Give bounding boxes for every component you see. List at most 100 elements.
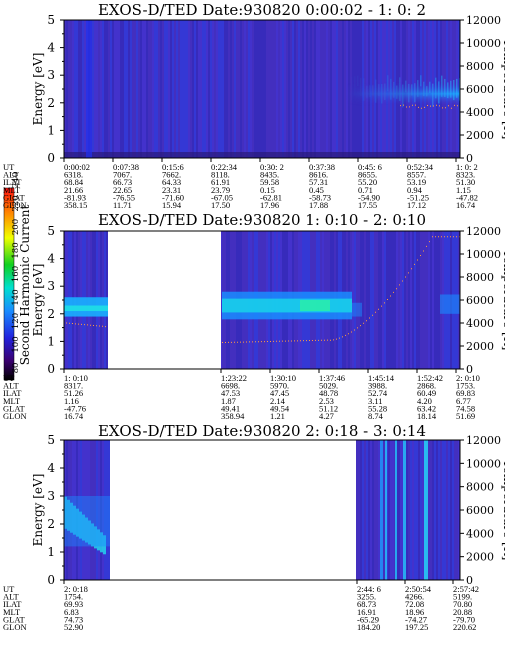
ephemeris-value: 4.27	[319, 411, 334, 421]
ephemeris-value: 57.31	[309, 177, 328, 187]
ephemeris-value: 0:22:34	[211, 162, 238, 172]
ephemeris-value: 0.15	[260, 185, 275, 195]
energy-axis-label: Energy [eV]	[31, 53, 45, 126]
ephemeris-value: 18.96	[405, 607, 424, 617]
ephemeris-value: 6.77	[456, 396, 471, 406]
colorbar-tick-label: 240	[11, 172, 21, 188]
ephemeris-value: -54.90	[358, 192, 380, 202]
ephemeris-value: -67.05	[211, 192, 233, 202]
ephemeris-value: 2: 0:18	[64, 584, 88, 594]
temperature-tick-label: 6000	[466, 294, 494, 307]
ephemeris-value: 6.83	[64, 607, 79, 617]
ephemeris-value: 20.88	[453, 607, 472, 617]
ephemeris-value: 8118.	[211, 170, 230, 180]
ephemeris-value: 69.83	[456, 388, 475, 398]
ephemeris-value: 2.53	[319, 396, 334, 406]
ephemeris-row-label: GLAT	[3, 614, 26, 624]
ephemeris-row-label: UT	[3, 373, 15, 383]
ephemeris-value: 220.62	[453, 622, 476, 632]
energy-tick-label: 5	[47, 224, 55, 238]
ephemeris-value: 0.71	[358, 185, 373, 195]
ephemeris-value: 21.66	[64, 185, 83, 195]
ephemeris-value: 0.94	[407, 185, 423, 195]
ephemeris-value: 3988.	[368, 381, 387, 391]
ephemeris-row-label: ILAT	[3, 177, 22, 187]
colorbar-tick-label: 160	[11, 266, 21, 282]
ephemeris-value: 55.28	[368, 403, 387, 413]
colorbar-tick-label: 180	[11, 242, 21, 258]
ephemeris-value: 0:52:34	[407, 162, 434, 172]
ephemeris-row-label: ALT	[3, 592, 20, 602]
ephemeris-row-label: GLON	[3, 411, 27, 421]
ephemeris-value: 1:30:10	[270, 373, 296, 383]
ephemeris-value: 1.15	[456, 185, 471, 195]
spectrogram-image	[64, 20, 461, 158]
temperature-tick-label: 4000	[466, 527, 494, 540]
ephemeris-row-label: ALT	[3, 170, 20, 180]
temperature-tick-label: 4000	[466, 317, 494, 330]
ephemeris-value: 2868.	[417, 381, 436, 391]
colorbar-tick-label: 140	[11, 289, 21, 305]
ephemeris-value: 16.91	[357, 607, 376, 617]
ephemeris-value: 8655.	[358, 170, 377, 180]
temperature-tick-label: 10000	[466, 457, 501, 470]
ephemeris-value: 1:23:22	[221, 373, 247, 383]
ephemeris-value: 47.45	[270, 388, 289, 398]
ephemeris-value: 61.91	[211, 177, 230, 187]
temperature-tick-label: 12000	[466, 14, 501, 27]
ephemeris-value: 51.69	[456, 411, 475, 421]
ephemeris-value: 1: 0:10	[64, 373, 88, 383]
ephemeris-value: 0:45: 6	[358, 162, 382, 172]
ephemeris-value: 48.78	[319, 388, 338, 398]
ephemeris-value: 5029.	[319, 381, 338, 391]
ephemeris-value: 0:37:38	[309, 162, 335, 172]
ephemeris-value: -62.81	[260, 192, 282, 202]
ephemeris-value: 69.93	[64, 599, 83, 609]
ephemeris-value: -65.29	[357, 614, 379, 624]
ephemeris-value: 6318.	[64, 170, 83, 180]
energy-tick-label: 1	[47, 123, 55, 137]
temperature-axis-label: Temperature [K]	[501, 250, 505, 351]
ephemeris-value: 3255.	[357, 592, 376, 602]
data-gap	[108, 230, 221, 370]
ephemeris-value: 51.30	[456, 177, 475, 187]
ephemeris-value: 2:57:42	[453, 584, 479, 594]
energy-tick-label: 4	[47, 461, 55, 475]
colorbar-tick-label: 200	[11, 219, 21, 235]
temperature-tick-label: 4000	[466, 106, 494, 119]
ephemeris-row-label: MLT	[3, 396, 21, 406]
ephemeris-row-label: ILAT	[3, 599, 22, 609]
ephemeris-value: 49.41	[221, 403, 240, 413]
panel-title: EXOS-D/TED Date:930820 1: 0:10 - 2: 0:10	[98, 211, 426, 229]
ephemeris-value: 22.65	[113, 185, 132, 195]
energy-tick-label: 1	[47, 545, 55, 559]
energy-axis-label: Energy [eV]	[31, 264, 45, 337]
ephemeris-value: 2:50:54	[405, 584, 432, 594]
energy-tick-label: 2	[47, 517, 55, 531]
ephemeris-value: 2: 0:10	[456, 373, 480, 383]
colorbar-tick-label: 220	[11, 195, 21, 211]
temperature-tick-label: 8000	[466, 60, 494, 73]
ephemeris-value: 4266.	[405, 592, 424, 602]
temperature-tick-label: 8000	[466, 481, 494, 494]
ephemeris-value: -58.73	[309, 192, 331, 202]
ephemeris-row-label: ILAT	[3, 388, 22, 398]
colorbar-tick-label: 100	[11, 336, 21, 352]
ephemeris-value: -47.76	[64, 403, 86, 413]
spectrogram-image	[64, 230, 460, 370]
temperature-tick-label: 0	[466, 363, 473, 376]
ephemeris-row-label: GLAT	[3, 192, 26, 202]
ephemeris-value: 4.20	[417, 396, 432, 406]
temperature-axis-label: Temperature [K]	[501, 460, 505, 561]
ephemeris-value: 47.53	[221, 388, 240, 398]
ephemeris-value: 51.26	[64, 388, 83, 398]
ephemeris-row-label: GLON	[3, 200, 27, 210]
ephemeris-value: 1:37:46	[319, 373, 345, 383]
energy-tick-label: 0	[47, 362, 55, 376]
ephemeris-value: 3.11	[368, 396, 383, 406]
colorbar-tick-label: 120	[11, 313, 21, 329]
ephemeris-row-label: UT	[3, 162, 15, 172]
ephemeris-value: 1.21	[270, 411, 285, 421]
